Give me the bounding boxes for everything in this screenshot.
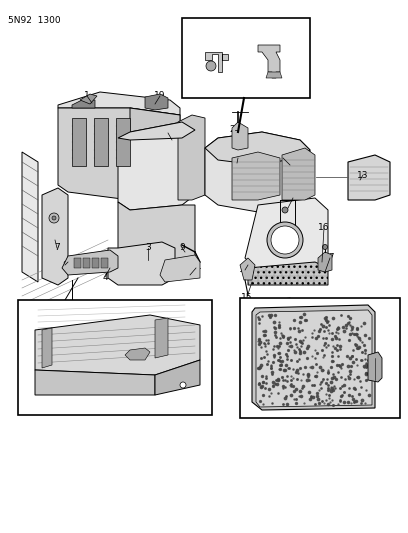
Circle shape (180, 382, 186, 388)
Polygon shape (256, 310, 372, 407)
Polygon shape (160, 255, 200, 282)
Text: 15: 15 (289, 398, 301, 408)
Text: 19: 19 (154, 92, 166, 101)
Polygon shape (22, 152, 38, 282)
Circle shape (267, 222, 303, 258)
Text: 9: 9 (179, 244, 185, 253)
Text: 5N92  1300: 5N92 1300 (8, 16, 61, 25)
Polygon shape (108, 242, 175, 285)
Bar (74, 258, 81, 268)
Polygon shape (318, 252, 332, 272)
Text: 22: 22 (230, 76, 240, 85)
Polygon shape (125, 348, 150, 360)
Text: 13: 13 (357, 171, 369, 180)
Text: 5: 5 (107, 400, 113, 410)
Circle shape (49, 213, 59, 223)
Bar (101, 258, 108, 268)
Circle shape (271, 226, 299, 254)
Bar (18, 300, 212, 415)
Polygon shape (258, 45, 280, 78)
Polygon shape (155, 360, 200, 395)
Text: 17: 17 (324, 254, 336, 262)
Polygon shape (94, 118, 108, 166)
Polygon shape (205, 52, 228, 72)
Polygon shape (266, 72, 282, 78)
Text: 2: 2 (165, 128, 171, 138)
Polygon shape (58, 92, 180, 115)
Polygon shape (116, 118, 130, 166)
Polygon shape (72, 100, 95, 108)
Polygon shape (155, 318, 168, 358)
Bar (240, 298, 400, 418)
Text: 18: 18 (350, 362, 362, 372)
Polygon shape (145, 94, 168, 110)
Text: 20: 20 (208, 51, 218, 60)
Polygon shape (118, 122, 195, 140)
Polygon shape (282, 148, 315, 200)
Bar (83, 258, 90, 268)
Polygon shape (58, 108, 180, 200)
Text: 14: 14 (287, 193, 299, 203)
Polygon shape (205, 132, 310, 212)
Circle shape (322, 245, 328, 249)
Polygon shape (205, 132, 310, 165)
Polygon shape (118, 202, 195, 272)
Text: 12: 12 (239, 265, 251, 274)
Bar (92, 258, 99, 268)
Text: 6: 6 (189, 382, 195, 392)
Text: 10: 10 (231, 158, 243, 167)
Polygon shape (42, 328, 52, 368)
Polygon shape (42, 188, 68, 285)
Circle shape (206, 61, 216, 71)
Text: 11: 11 (277, 154, 289, 163)
Circle shape (52, 216, 56, 220)
Text: 16: 16 (318, 223, 330, 232)
Polygon shape (80, 94, 97, 104)
Polygon shape (118, 122, 195, 210)
Polygon shape (368, 352, 382, 382)
Polygon shape (62, 250, 118, 275)
Text: 15: 15 (241, 293, 253, 302)
Polygon shape (240, 258, 255, 280)
Polygon shape (252, 305, 375, 410)
Text: 7: 7 (54, 244, 60, 253)
Text: 8: 8 (62, 261, 68, 270)
Text: 23: 23 (229, 125, 241, 134)
Polygon shape (72, 118, 86, 166)
Polygon shape (35, 315, 200, 375)
Text: 4: 4 (102, 272, 108, 281)
Text: 21: 21 (269, 45, 279, 54)
Polygon shape (130, 108, 180, 200)
Text: 1: 1 (84, 92, 90, 101)
Circle shape (282, 207, 288, 213)
Polygon shape (232, 122, 248, 150)
Polygon shape (248, 262, 328, 285)
Polygon shape (178, 115, 205, 200)
Polygon shape (348, 155, 390, 200)
Bar (182, 18, 310, 98)
Polygon shape (245, 198, 328, 270)
Polygon shape (35, 370, 155, 395)
Text: 24: 24 (191, 263, 202, 272)
Text: 3: 3 (145, 244, 151, 253)
Polygon shape (232, 152, 280, 200)
